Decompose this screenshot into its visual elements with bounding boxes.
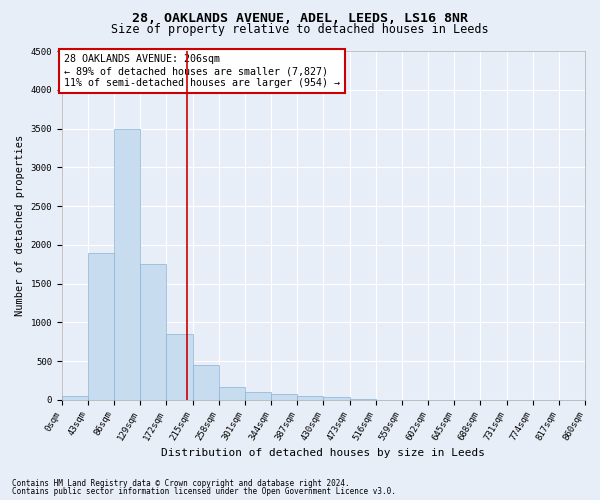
- Bar: [297, 396, 323, 400]
- Text: Contains HM Land Registry data © Crown copyright and database right 2024.: Contains HM Land Registry data © Crown c…: [12, 478, 350, 488]
- Text: Contains public sector information licensed under the Open Government Licence v3: Contains public sector information licen…: [12, 487, 396, 496]
- Bar: [166, 334, 193, 400]
- Bar: [271, 394, 297, 400]
- Bar: [245, 392, 271, 400]
- X-axis label: Distribution of detached houses by size in Leeds: Distribution of detached houses by size …: [161, 448, 485, 458]
- Bar: [193, 365, 219, 400]
- Bar: [88, 252, 114, 400]
- Text: 28 OAKLANDS AVENUE: 206sqm
← 89% of detached houses are smaller (7,827)
11% of s: 28 OAKLANDS AVENUE: 206sqm ← 89% of deta…: [64, 54, 340, 88]
- Bar: [323, 398, 350, 400]
- Bar: [219, 388, 245, 400]
- Text: Size of property relative to detached houses in Leeds: Size of property relative to detached ho…: [111, 22, 489, 36]
- Bar: [140, 264, 166, 400]
- Y-axis label: Number of detached properties: Number of detached properties: [15, 135, 25, 316]
- Text: 28, OAKLANDS AVENUE, ADEL, LEEDS, LS16 8NR: 28, OAKLANDS AVENUE, ADEL, LEEDS, LS16 8…: [132, 12, 468, 26]
- Bar: [62, 396, 88, 400]
- Bar: [114, 128, 140, 400]
